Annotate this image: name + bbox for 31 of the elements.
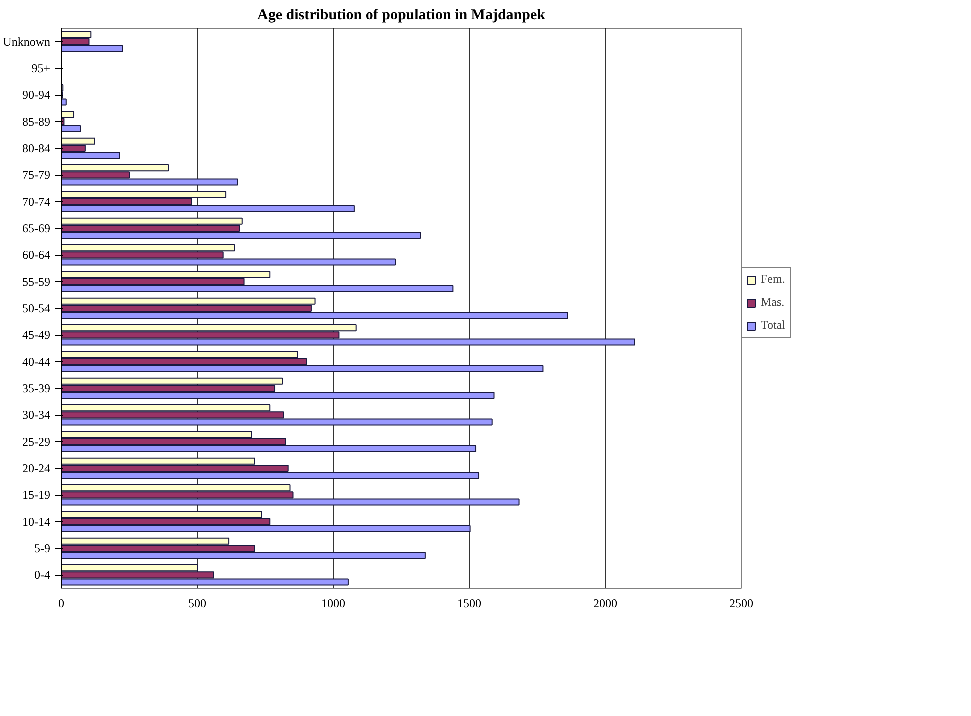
legend-label: Fem.: [761, 272, 786, 287]
x-tick-label: 0: [58, 596, 64, 610]
x-tick-label: 500: [188, 596, 206, 610]
y-tick-label: 60-64: [22, 248, 51, 262]
x-tick-label: 2000: [594, 596, 618, 610]
y-tick-label: 55-59: [22, 274, 51, 289]
y-tick-label: 35-39: [22, 382, 51, 396]
x-tick-label: 1500: [458, 596, 482, 610]
y-tick-label: 75-79: [22, 168, 51, 182]
y-tick-label: Unknown: [3, 34, 51, 49]
y-tick-label: 15-19: [22, 488, 51, 502]
chart-title: Age distribution of population in Majdanpek: [258, 8, 546, 24]
legend-label: Total: [761, 318, 786, 333]
y-tick-label: 10-14: [22, 514, 51, 529]
y-tick-label: 50-54: [22, 302, 51, 316]
y-tick-label: 85-89: [22, 114, 51, 129]
y-tick-label: 20-24: [22, 462, 51, 476]
y-tick-label: 90-94: [22, 88, 51, 102]
x-tick-label: 1000: [322, 596, 346, 610]
y-tick-label: 80-84: [22, 142, 51, 156]
legend-label: Mas.: [761, 295, 785, 310]
x-tick-label: 2500: [730, 596, 754, 610]
y-tick-label: 5-9: [34, 542, 51, 556]
y-tick-label: 30-34: [22, 408, 51, 422]
y-tick-label: 40-44: [22, 354, 51, 369]
y-tick-label: 0-4: [34, 568, 51, 582]
y-tick-label: 70-74: [22, 194, 51, 209]
y-tick-label: 25-29: [22, 434, 51, 449]
y-tick-label: 65-69: [22, 222, 51, 236]
y-tick-label: 45-49: [22, 328, 51, 342]
y-tick-label: 95+: [32, 62, 51, 76]
